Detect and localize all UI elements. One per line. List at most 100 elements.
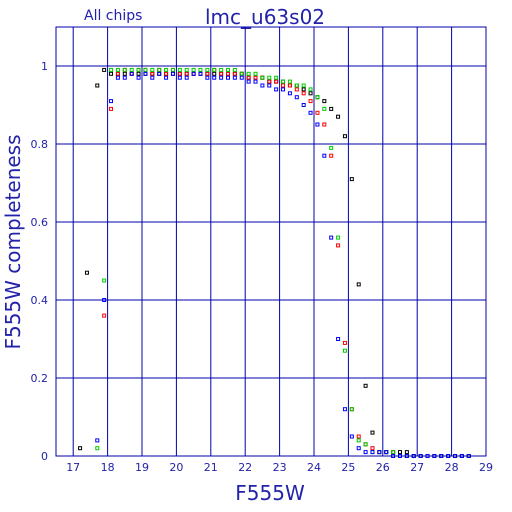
data-point-series-1 (102, 67, 107, 72)
data-point-series-4 (102, 298, 107, 302)
data-point-series-4 (177, 75, 182, 80)
data-point-series-3 (322, 106, 327, 111)
tick-labels: 17 18 19 20 21 22 23 24 25 26 27 28 29 0 0.2 0.4 0.6 0.8 1 (31, 60, 494, 474)
data-point-series-1 (78, 446, 83, 451)
data-point-series-3 (164, 67, 169, 72)
x-tick-label: 23 (273, 461, 287, 474)
data-point-series-4 (115, 75, 120, 80)
data-point-series-4 (164, 75, 169, 80)
data-point-series-4 (274, 87, 279, 92)
data-point-series-4 (239, 75, 244, 80)
x-tick-label: 29 (479, 461, 493, 474)
data-point-series-3 (294, 83, 299, 88)
data-point-series-4 (349, 434, 354, 439)
chips-label: All chips (84, 8, 142, 24)
data-point-series-1 (404, 450, 409, 455)
x-tick-label: 26 (376, 461, 390, 474)
data-point-series-4 (129, 71, 134, 76)
data-point-series-1 (398, 450, 402, 455)
data-point-series-2 (219, 71, 224, 76)
chart-title: lmc_u63s02 (205, 5, 325, 29)
data-point-series-3 (205, 67, 210, 72)
data-point-series-4 (170, 71, 175, 76)
data-point-series-3 (342, 348, 347, 353)
x-axis-title: F555W (235, 481, 305, 505)
data-point-series-3 (177, 67, 182, 72)
data-point-series-4 (260, 83, 265, 88)
data-point-series-3 (274, 75, 279, 80)
x-tick-label: 28 (445, 461, 459, 474)
data-point-series-4 (157, 71, 162, 76)
data-point-series-1 (349, 177, 354, 182)
data-point-series-1 (95, 83, 100, 88)
data-point-series-4 (308, 110, 313, 115)
x-tick-label: 22 (238, 461, 252, 474)
data-point-series-4 (363, 450, 368, 455)
data-point-series-1 (329, 106, 334, 111)
data-point-series-4 (356, 446, 361, 451)
data-point-series-2 (294, 87, 299, 92)
data-point-series-3 (260, 75, 265, 80)
data-points (78, 67, 471, 458)
data-point-series-4 (184, 75, 189, 80)
data-point-series-4 (136, 75, 141, 80)
data-point-series-2 (315, 110, 320, 115)
data-point-series-4 (301, 103, 306, 107)
data-point-series-3 (170, 67, 175, 72)
data-point-series-3 (315, 95, 320, 100)
data-point-series-2 (308, 99, 313, 104)
data-point-series-4 (205, 75, 210, 80)
data-point-series-2 (205, 71, 210, 76)
x-tick-label: 20 (169, 461, 183, 474)
data-point-series-4 (219, 75, 224, 80)
data-point-series-4 (294, 95, 299, 100)
data-point-series-2 (336, 243, 341, 248)
data-point-series-1 (84, 270, 89, 275)
data-point-series-4 (377, 450, 382, 455)
data-point-series-1 (363, 383, 368, 388)
data-point-series-3 (191, 67, 196, 72)
x-tick-label: 18 (101, 461, 115, 474)
data-point-series-4 (198, 71, 203, 76)
data-point-series-2 (274, 79, 279, 84)
data-point-series-1 (308, 91, 313, 96)
data-point-series-2 (322, 122, 327, 127)
data-point-series-3 (102, 278, 107, 283)
x-tick-label: 17 (66, 461, 80, 474)
data-point-series-3 (363, 442, 368, 447)
x-tick-label: 19 (135, 461, 149, 474)
data-point-series-3 (349, 407, 354, 412)
data-point-series-3 (239, 71, 244, 76)
data-point-series-3 (281, 79, 286, 84)
data-point-series-2 (267, 79, 272, 84)
data-point-series-3 (267, 75, 272, 80)
data-point-series-2 (150, 71, 155, 76)
data-point-series-3 (287, 79, 292, 84)
y-axis-title: F555W completeness (1, 134, 25, 349)
data-point-series-4 (226, 75, 230, 80)
data-point-series-2 (329, 153, 334, 158)
data-point-series-3 (136, 67, 141, 72)
data-point-series-3 (232, 67, 237, 72)
data-point-series-1 (336, 114, 341, 119)
data-point-series-2 (177, 71, 182, 76)
data-point-series-4 (122, 75, 127, 80)
data-point-series-2 (246, 75, 251, 80)
data-point-series-4 (143, 71, 148, 76)
data-point-series-4 (342, 407, 347, 412)
data-point-series-3 (329, 145, 334, 150)
data-point-series-4 (336, 337, 341, 341)
data-point-series-4 (329, 235, 334, 240)
data-point-series-2 (253, 75, 258, 80)
data-point-series-3 (129, 67, 134, 72)
data-point-series-4 (370, 450, 375, 455)
data-point-series-2 (342, 340, 347, 345)
y-tick-label: 0.8 (31, 138, 49, 151)
data-point-series-3 (143, 67, 148, 72)
data-point-series-3 (109, 67, 114, 72)
data-point-series-1 (122, 71, 127, 76)
data-point-series-4 (253, 79, 258, 84)
x-tick-label: 27 (410, 461, 424, 474)
data-point-series-2 (109, 106, 114, 111)
